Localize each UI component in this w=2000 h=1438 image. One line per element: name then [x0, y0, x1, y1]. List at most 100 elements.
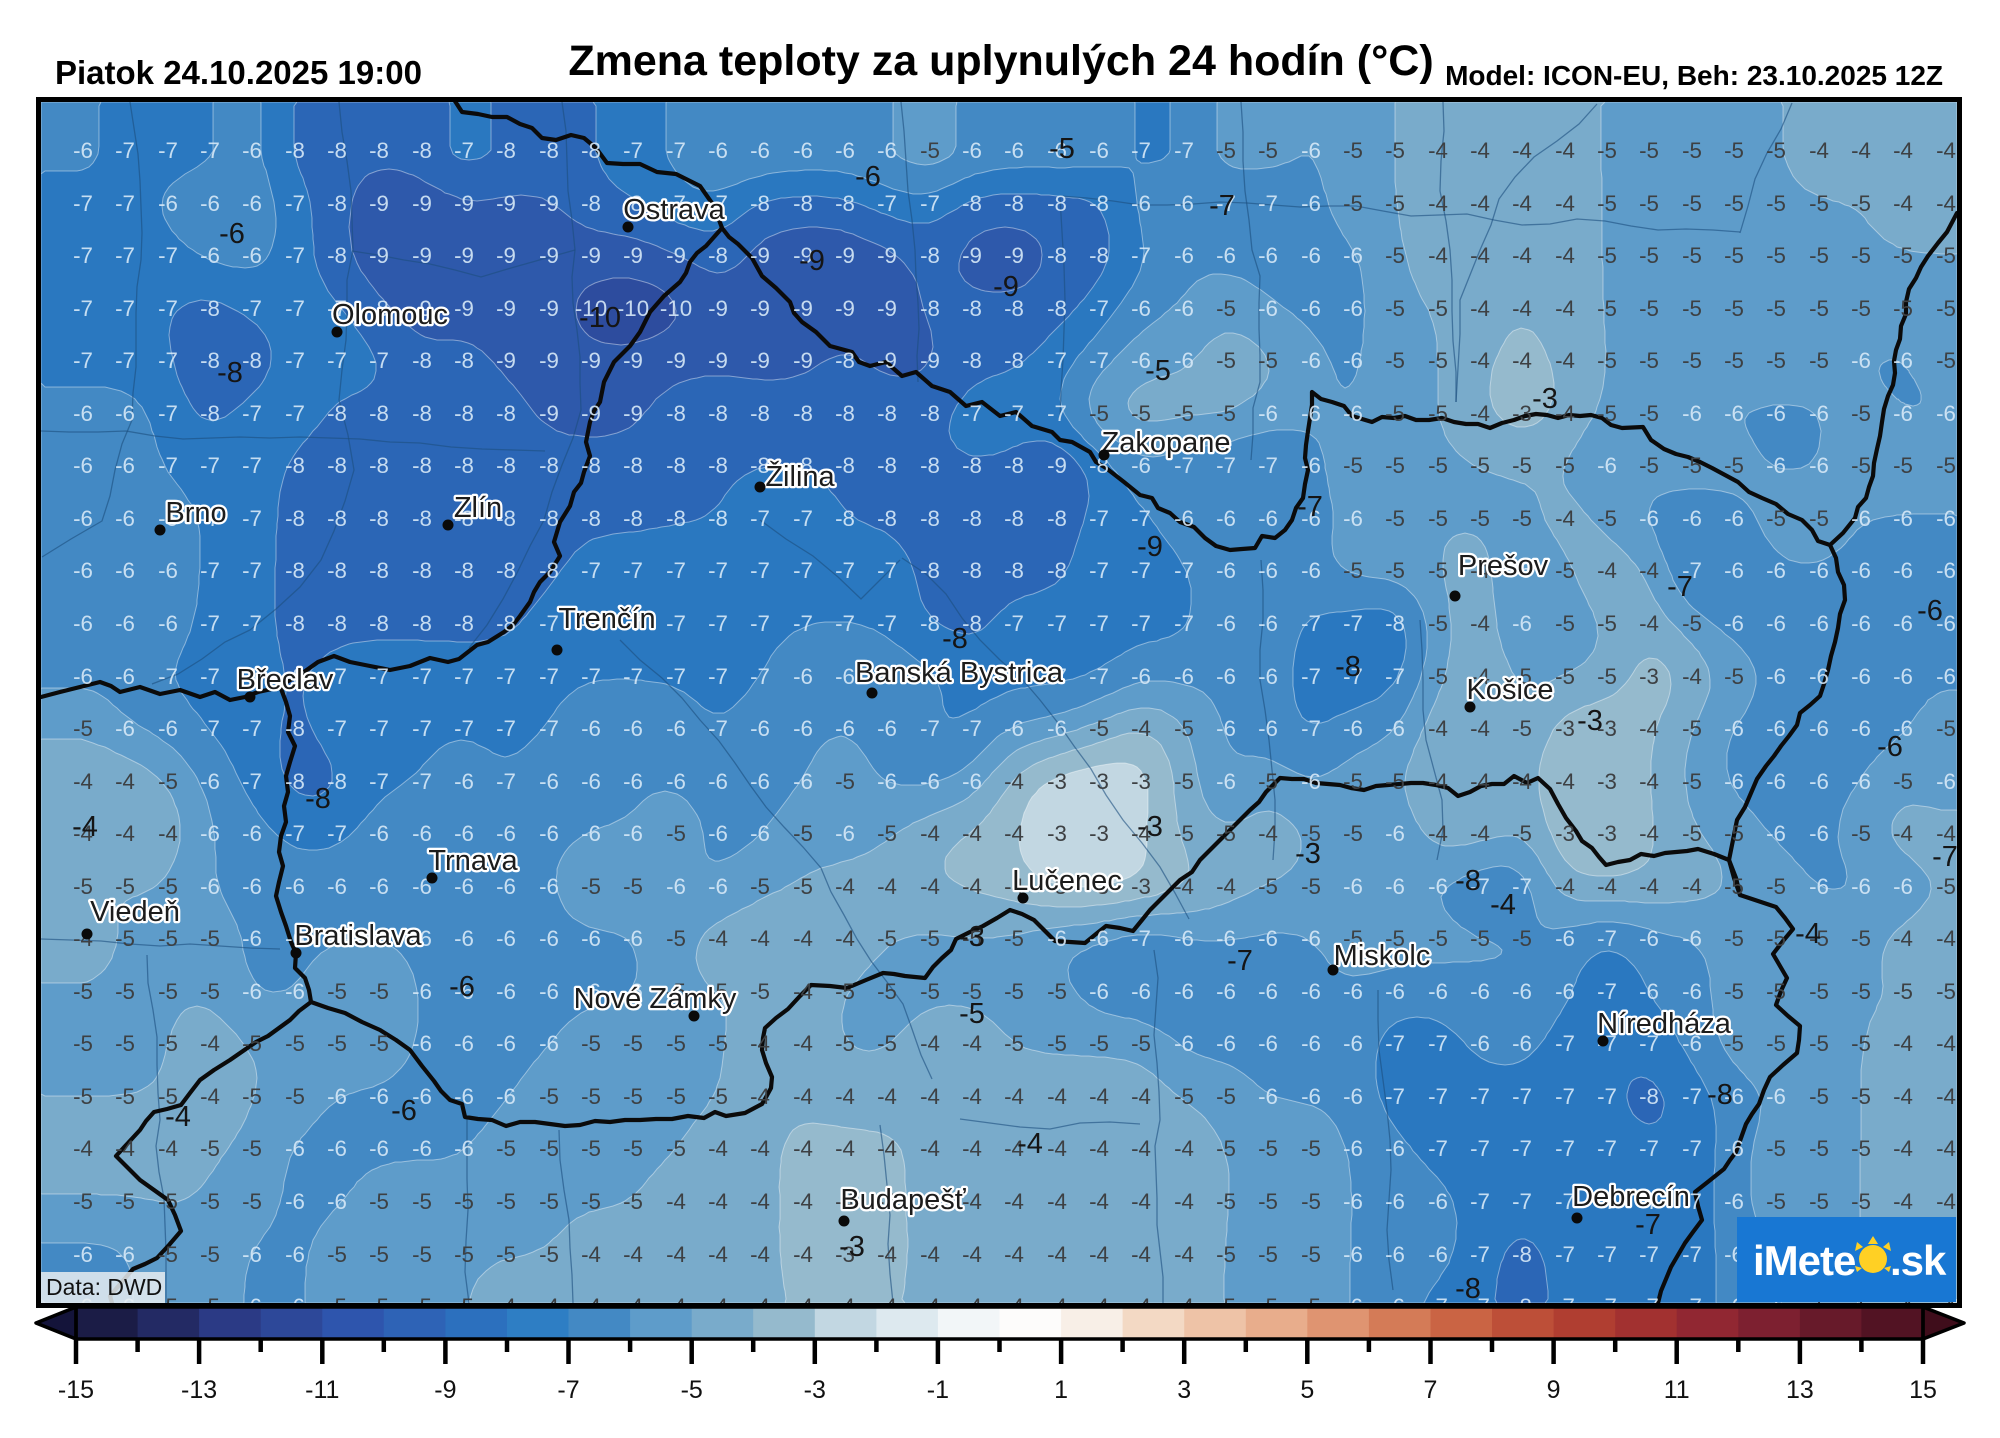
svg-text:-5: -5 — [158, 874, 178, 899]
svg-text:-6: -6 — [200, 243, 220, 268]
svg-text:-4: -4 — [1428, 138, 1448, 163]
svg-text:-6: -6 — [1428, 1242, 1448, 1267]
svg-text:-5: -5 — [1597, 296, 1617, 321]
svg-text:-7: -7 — [581, 558, 601, 583]
svg-text:-4: -4 — [1470, 138, 1490, 163]
svg-text:-5: -5 — [369, 1242, 389, 1267]
svg-text:-7: -7 — [1597, 926, 1617, 951]
svg-text:-5: -5 — [1851, 821, 1871, 846]
svg-text:-7: -7 — [285, 243, 305, 268]
svg-text:-4: -4 — [1893, 138, 1913, 163]
svg-text:-4: -4 — [793, 1242, 813, 1267]
svg-text:-5: -5 — [750, 874, 770, 899]
svg-text:-5: -5 — [285, 1031, 305, 1056]
svg-text:-5: -5 — [115, 1031, 135, 1056]
svg-text:-6: -6 — [1893, 558, 1913, 583]
svg-text:-7: -7 — [200, 453, 220, 478]
svg-text:-5: -5 — [158, 926, 178, 951]
svg-text:-6: -6 — [1917, 595, 1943, 627]
svg-text:-6: -6 — [1258, 506, 1278, 531]
svg-text:-6: -6 — [73, 138, 93, 163]
svg-text:-7: -7 — [454, 138, 474, 163]
svg-text:-4: -4 — [1893, 1031, 1913, 1056]
svg-text:-6: -6 — [1766, 453, 1786, 478]
svg-text:-6: -6 — [454, 769, 474, 794]
svg-text:-5: -5 — [1766, 243, 1786, 268]
svg-text:-8: -8 — [200, 296, 220, 321]
svg-text:-6: -6 — [793, 138, 813, 163]
svg-text:-4: -4 — [1936, 1084, 1956, 1109]
svg-text:-6: -6 — [793, 664, 813, 689]
svg-text:-5: -5 — [1682, 821, 1702, 846]
svg-text:-8: -8 — [496, 401, 516, 426]
svg-text:-6: -6 — [1216, 716, 1236, 741]
svg-text:-6: -6 — [1639, 979, 1659, 1004]
svg-text:-7: -7 — [158, 296, 178, 321]
svg-text:-6: -6 — [1343, 1136, 1363, 1161]
svg-text:-5: -5 — [369, 1189, 389, 1214]
svg-text:-6: -6 — [1936, 506, 1956, 531]
svg-text:-5: -5 — [285, 1084, 305, 1109]
svg-text:-7: -7 — [1512, 874, 1532, 899]
svg-text:-4: -4 — [1893, 1084, 1913, 1109]
svg-text:-6: -6 — [1893, 348, 1913, 373]
svg-text:-6: -6 — [1512, 611, 1532, 636]
svg-text:-8: -8 — [454, 453, 474, 478]
svg-text:-5: -5 — [200, 979, 220, 1004]
svg-text:-7: -7 — [539, 611, 559, 636]
svg-text:-6: -6 — [412, 821, 432, 846]
svg-text:-4: -4 — [1936, 1136, 1956, 1161]
svg-text:-5: -5 — [1258, 1242, 1278, 1267]
svg-text:-6: -6 — [855, 161, 881, 193]
svg-text:-7: -7 — [1131, 558, 1151, 583]
svg-text:-8: -8 — [581, 506, 601, 531]
svg-text:-5: -5 — [1597, 138, 1617, 163]
svg-text:-4: -4 — [708, 1242, 728, 1267]
svg-text:-7: -7 — [1047, 664, 1067, 689]
svg-text:-8: -8 — [327, 243, 347, 268]
svg-text:-4: -4 — [877, 1136, 897, 1161]
svg-text:-7: -7 — [666, 611, 686, 636]
svg-text:-6: -6 — [1766, 664, 1786, 689]
svg-text:-6: -6 — [1004, 138, 1024, 163]
svg-text:-7: -7 — [1635, 1209, 1661, 1241]
svg-text:-8: -8 — [920, 506, 940, 531]
svg-text:-4: -4 — [877, 1242, 897, 1267]
svg-text:-4: -4 — [877, 1189, 897, 1214]
svg-text:13: 13 — [1786, 1376, 1814, 1404]
svg-text:-4: -4 — [920, 1084, 940, 1109]
svg-text:-5: -5 — [158, 979, 178, 1004]
svg-text:-7: -7 — [877, 611, 897, 636]
svg-text:-4: -4 — [1428, 821, 1448, 846]
svg-text:Olomouc: Olomouc — [332, 299, 448, 331]
svg-text:-7: -7 — [200, 138, 220, 163]
svg-text:-6: -6 — [200, 191, 220, 216]
svg-text:-5: -5 — [1766, 138, 1786, 163]
svg-text:-6: -6 — [539, 821, 559, 846]
svg-text:-5: -5 — [623, 874, 643, 899]
svg-text:-5: -5 — [158, 1084, 178, 1109]
svg-text:-5: -5 — [200, 1189, 220, 1214]
svg-text:-5: -5 — [1682, 453, 1702, 478]
svg-text:.sk: .sk — [1890, 1237, 1947, 1284]
svg-text:-5: -5 — [1301, 1189, 1321, 1214]
svg-text:-6: -6 — [581, 979, 601, 1004]
svg-text:-5: -5 — [1639, 296, 1659, 321]
svg-text:-9: -9 — [539, 243, 559, 268]
svg-text:-4: -4 — [1936, 926, 1956, 951]
svg-text:-6: -6 — [1851, 769, 1871, 794]
svg-text:-7: -7 — [242, 611, 262, 636]
svg-text:-4: -4 — [793, 1136, 813, 1161]
svg-text:-6: -6 — [412, 1031, 432, 1056]
svg-text:-7: -7 — [285, 296, 305, 321]
svg-text:-5: -5 — [1089, 1031, 1109, 1056]
svg-text:-6: -6 — [1893, 874, 1913, 899]
svg-text:-6: -6 — [1766, 611, 1786, 636]
svg-text:-4: -4 — [1639, 611, 1659, 636]
svg-text:-5: -5 — [496, 1136, 516, 1161]
svg-text:-4: -4 — [1512, 191, 1532, 216]
svg-text:-6: -6 — [496, 1084, 516, 1109]
svg-text:-8: -8 — [1047, 243, 1067, 268]
svg-text:-4: -4 — [920, 821, 940, 846]
svg-text:-7: -7 — [242, 716, 262, 741]
